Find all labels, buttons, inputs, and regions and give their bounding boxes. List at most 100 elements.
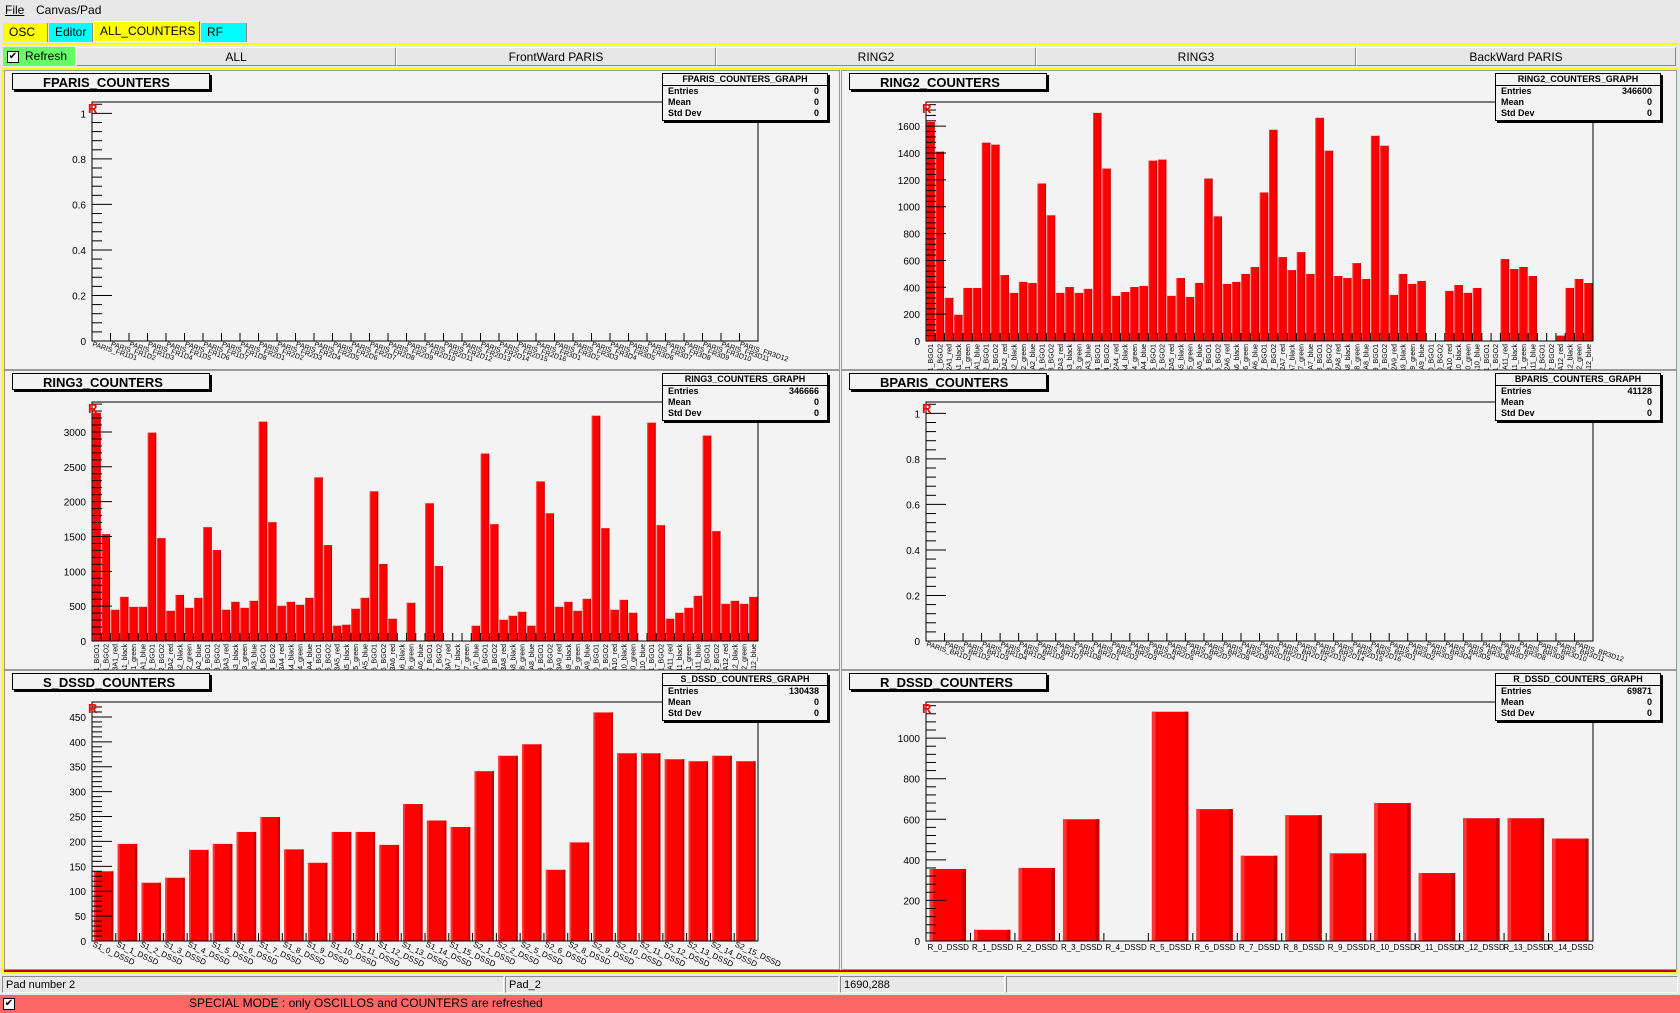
- x-category-label: R3A8_green: [520, 644, 527, 671]
- stats-entries-value: 41128: [1627, 386, 1652, 396]
- pad-ring2-counters[interactable]: 0 200 400 600 800 1000 1200 1400 1600 R2A1_BGO1 R2…: [841, 70, 1677, 371]
- x-category-label: R3A10_BGO1: [594, 644, 601, 671]
- bar: [1055, 292, 1065, 341]
- x-category-label: R3A6_black: [399, 644, 406, 671]
- x-category-label: R2A7_black: [1289, 344, 1296, 371]
- stats-box[interactable]: RING3_COUNTERS_GRAPH Entries 346666 Mean 0 St…: [662, 373, 828, 421]
- ring2-button[interactable]: RING2: [716, 47, 1036, 66]
- y-tick-label: 0: [914, 637, 920, 648]
- refresh-checkbox[interactable]: ✔: [7, 51, 19, 63]
- x-category-label: R2A5_BGO1: [1150, 344, 1157, 371]
- stats-mean-value: 0: [813, 97, 819, 107]
- bar: [110, 609, 120, 641]
- pad-fparis-counters[interactable]: 0 0.2 0.4 0.6 0.8 1 PARIS_FR1D1 PARIS_FR1D2 PARI…: [4, 70, 840, 370]
- bar: [1315, 117, 1324, 342]
- bar: [1065, 287, 1074, 341]
- tab-rf[interactable]: RF: [201, 23, 247, 42]
- stats-mean-label: Mean: [668, 397, 692, 407]
- stats-entries-value: 346600: [1621, 86, 1652, 96]
- pad-r-dssd-counters[interactable]: 0 200 400 600 800 1000 R_0_DSSD R_1_DSSD R_2_DSS…: [841, 670, 1677, 970]
- special-mode-message: SPECIAL MODE : only OSCILLOS and COUNTER…: [189, 996, 543, 1010]
- pad-title[interactable]: S_DSSD_COUNTERS: [12, 673, 210, 690]
- stats-box[interactable]: S_DSSD_COUNTERS_GRAPH Entries 130438 Mean 0 S…: [662, 673, 828, 721]
- pad-title[interactable]: RING2_COUNTERS: [849, 73, 1047, 90]
- stats-box[interactable]: FPARIS_COUNTERS_GRAPH Entries 0 Mean 0 Std De…: [662, 73, 828, 121]
- refresh-toggle[interactable]: ✔ Refresh: [3, 47, 75, 66]
- root-canvas[interactable]: 0 0.2 0.4 0.6 0.8 1 PARIS_FR1D1 PARIS_FR1D2 PARI…: [2, 68, 1678, 974]
- frontward-paris-button[interactable]: FrontWard PARIS: [396, 47, 716, 66]
- y-tick-label: 450: [69, 713, 86, 724]
- bar: [712, 755, 732, 941]
- x-category-label: R3A7_BGO2: [436, 644, 443, 671]
- y-tick-label: 0.6: [72, 200, 86, 211]
- special-mode-checkbox[interactable]: ✔: [3, 998, 15, 1010]
- tab-all-counters[interactable]: ALL_COUNTERS: [93, 21, 200, 42]
- bar: [1157, 159, 1167, 341]
- x-category-label: R3A12_BGO2: [714, 644, 721, 671]
- x-category-label: R2A1_black: [956, 344, 963, 371]
- bar: [1370, 135, 1380, 341]
- bar: [1361, 278, 1371, 341]
- x-category-label: R3A10_blue: [640, 644, 647, 671]
- pad-marker: R: [922, 401, 932, 416]
- x-category-label: R2A11_BGO2: [1493, 344, 1500, 371]
- y-tick-label: 1400: [898, 149, 921, 160]
- pad-title[interactable]: BPARIS_COUNTERS: [849, 373, 1047, 390]
- bar: [1287, 270, 1297, 341]
- menu-canvas-pad[interactable]: Canvas/Pad: [36, 3, 102, 17]
- stats-box[interactable]: BPARIS_COUNTERS_GRAPH Entries 41128 Mean 0 St…: [1495, 373, 1661, 421]
- pad-s-dssd-counters[interactable]: 0 50 100 150 200 250 300 350 400 450 S1_0_DSSD S1_1…: [4, 670, 840, 970]
- bar: [1285, 815, 1322, 941]
- stats-box[interactable]: RING2_COUNTERS_GRAPH Entries 346600 Mean 0 St…: [1495, 73, 1661, 121]
- x-category-label: R3A10_red: [612, 644, 619, 671]
- y-tick-label: 200: [903, 896, 920, 907]
- bar: [1584, 282, 1593, 341]
- ring3-button[interactable]: RING3: [1036, 47, 1356, 66]
- stats-title: S_DSSD_COUNTERS_GRAPH: [663, 674, 827, 686]
- y-tick-label: 0: [80, 637, 86, 648]
- pad-title[interactable]: RING3_COUNTERS: [12, 373, 210, 390]
- bar: [569, 842, 590, 941]
- bar: [1062, 819, 1100, 941]
- bar: [1389, 294, 1398, 341]
- tab-osc[interactable]: OSC: [3, 23, 48, 42]
- x-category-label: R3A4_black: [288, 644, 295, 671]
- x-category-label: R3A3_green: [242, 644, 249, 671]
- tab-editor[interactable]: Editor: [49, 23, 93, 42]
- chart-bparis-counters: 00.20.40.60.81PARIS_BR1D1PARIS_BR1D2PARI…: [906, 401, 1624, 664]
- all-button[interactable]: ALL: [76, 47, 396, 66]
- x-category-label: R3A9_BGO1: [538, 644, 545, 671]
- bar: [1278, 257, 1287, 341]
- bar: [640, 753, 661, 941]
- status-info: [1006, 976, 1678, 993]
- stats-mean-label: Mean: [1501, 697, 1525, 707]
- bar: [471, 625, 481, 641]
- y-tick-label: 3000: [64, 428, 87, 439]
- pad-title[interactable]: R_DSSD_COUNTERS: [849, 673, 1047, 690]
- plot-frame: [925, 401, 1594, 642]
- stats-box[interactable]: R_DSSD_COUNTERS_GRAPH Entries 69871 Mean 0 St…: [1495, 673, 1661, 721]
- x-category-label: R3A10_black: [621, 644, 628, 671]
- bar: [1324, 150, 1334, 341]
- pad-ring3-counters[interactable]: 0 500 1000 1500 2000 2500 3000 R3A1_BGO1 R3A1_BG…: [4, 370, 840, 671]
- refresh-label: Refresh: [25, 49, 68, 63]
- stats-row-mean: Mean 0: [1496, 397, 1660, 408]
- x-category-label: R_9_DSSD: [1328, 943, 1370, 952]
- x-category-label: R2A7_red: [1280, 344, 1287, 371]
- status-pad-name: Pad_2: [505, 976, 839, 993]
- backward-paris-button[interactable]: BackWard PARIS: [1356, 47, 1676, 66]
- bar: [388, 618, 397, 641]
- pad-bparis-counters[interactable]: 0 0.2 0.4 0.6 0.8 1 PARIS_BR1D1 PARIS_BR1D2 PARI…: [841, 370, 1677, 670]
- x-category-label: R2A8_red: [1336, 344, 1343, 371]
- bar: [736, 761, 756, 941]
- bar: [1333, 276, 1343, 341]
- bar: [749, 596, 758, 641]
- menu-file[interactable]: File: [5, 3, 25, 17]
- x-category-label: R2A5_green: [1188, 344, 1195, 371]
- pad-title[interactable]: FPARIS_COUNTERS: [12, 73, 210, 90]
- y-tick-label: 0.4: [72, 246, 86, 257]
- stats-entries-label: Entries: [1501, 686, 1532, 696]
- bar: [249, 600, 259, 641]
- x-category-label: R2A2_black: [1012, 344, 1019, 371]
- bar: [351, 608, 360, 641]
